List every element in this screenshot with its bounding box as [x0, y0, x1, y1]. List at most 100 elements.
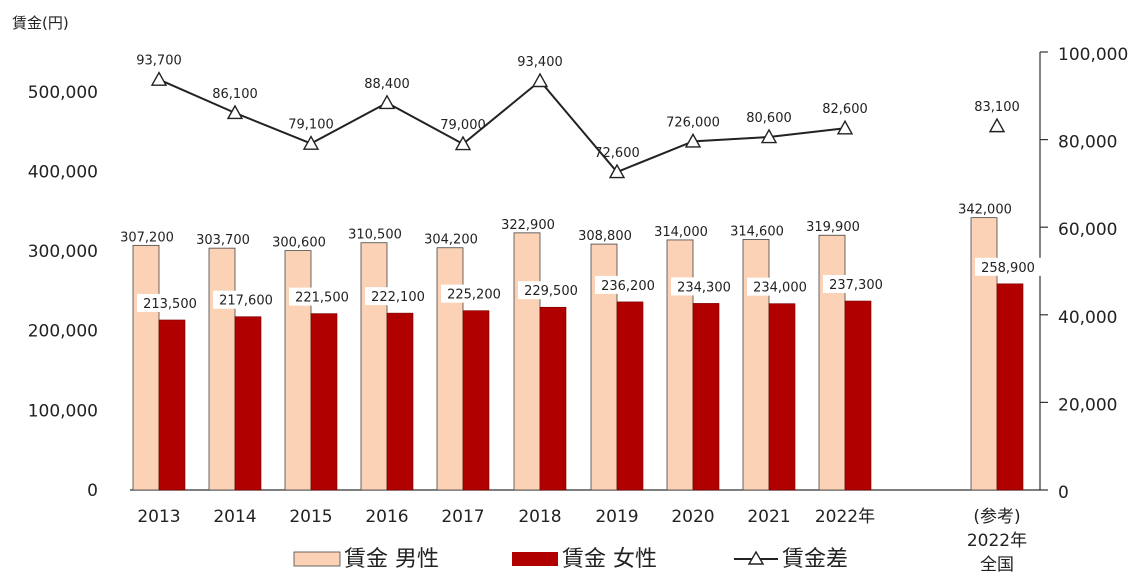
x-tick-label: 2021: [747, 507, 790, 527]
bar-female: [844, 300, 872, 491]
marker-diff: [302, 135, 320, 150]
x-tick-label: (参考) 2022年全国: [967, 507, 1027, 575]
x-tick-label: 2020: [671, 507, 714, 527]
data-label-female: 234,300: [677, 280, 731, 295]
data-label-male: 319,900: [806, 220, 860, 235]
bar-male: [742, 239, 770, 491]
bar-female: [462, 310, 490, 491]
data-label-male: 310,500: [348, 228, 402, 243]
data-label-male: 314,000: [654, 225, 708, 240]
y-right-tick-label: 0: [1058, 483, 1069, 503]
data-label-diff: 83,100: [974, 100, 1020, 115]
legend: 賃金 男性 賃金 女性 賃金差: [293, 547, 848, 572]
data-label-female: 258,900: [981, 261, 1035, 276]
x-tick-label-line: 2017: [441, 507, 484, 527]
x-tick-label-line: 2015: [289, 507, 332, 527]
marker-diff: [760, 128, 778, 144]
x-tick-label-line: 2022年: [815, 507, 875, 527]
x-tick-label-line: (参考): [973, 507, 1020, 527]
marker-diff: [378, 94, 396, 110]
data-label-male: 308,800: [578, 229, 632, 244]
bar-male: [208, 247, 236, 491]
data-label-female: 236,200: [601, 279, 655, 294]
legend-swatch-male: [293, 551, 341, 567]
data-label-diff: 93,700: [136, 54, 182, 69]
data-label-female-bg: [137, 293, 203, 312]
data-label-diff: 86,100: [212, 87, 258, 102]
series-line-diff: [158, 78, 846, 174]
y-right-tick-label: 60,000: [1058, 220, 1117, 240]
x-tick-label-line: 2013: [137, 507, 180, 527]
data-label-female-bg: [213, 290, 279, 309]
data-label-diff: 80,600: [746, 111, 792, 126]
bar-female: [310, 313, 338, 491]
x-tick-label-line: 2019: [595, 507, 638, 527]
data-label-female: 221,500: [295, 291, 349, 306]
data-label-female: 234,000: [753, 281, 807, 296]
x-tick-label: 2018: [518, 507, 561, 527]
y-left-tick-label: 0: [87, 481, 98, 501]
marker-diff: [531, 72, 549, 88]
data-label-diff: 72,600: [594, 146, 640, 161]
x-tick-label-line: 2022年: [967, 531, 1027, 551]
data-label-male: 322,900: [501, 218, 555, 233]
data-label-female: 217,600: [219, 294, 273, 309]
bar-male: [818, 234, 846, 491]
data-label-male: 342,000: [958, 203, 1012, 218]
bar-male: [513, 232, 541, 491]
data-label-male: 303,700: [196, 233, 250, 248]
y-left-tick-label: 200,000: [28, 322, 98, 342]
marker-diff: [988, 117, 1006, 133]
bar-male: [360, 242, 388, 491]
y-right-tick-label: 40,000: [1058, 308, 1117, 328]
bar-female: [386, 312, 414, 491]
x-tick-label: 2016: [365, 507, 408, 527]
legend-swatch-female: [512, 552, 558, 566]
y-right-tick-label: 100,000: [1058, 45, 1128, 65]
x-tick-label-line: 全国: [980, 555, 1014, 575]
data-label-diff: 82,600: [822, 102, 868, 117]
data-label-female: 222,100: [371, 290, 425, 305]
data-label-male: 314,600: [730, 224, 784, 239]
data-label-diff: 726,000: [666, 115, 720, 130]
data-label-female-bg: [823, 275, 889, 294]
data-label-male: 300,600: [272, 236, 326, 251]
data-label-female-bg: [289, 287, 355, 306]
bar-male: [132, 244, 160, 491]
x-tick-label: 2014: [213, 507, 256, 527]
marker-diff: [684, 132, 702, 148]
bar-female: [692, 303, 720, 491]
marker-diff: [608, 163, 626, 179]
marker-diff: [226, 104, 244, 120]
y-right-tick-label: 20,000: [1058, 395, 1117, 415]
x-tick-label-line: 2016: [365, 507, 408, 527]
x-tick-label: 2013: [137, 507, 180, 527]
marker-diff: [150, 71, 168, 86]
bar-female: [616, 301, 644, 491]
y-left-tick-label: 500,000: [28, 83, 98, 103]
data-label-female: 213,500: [143, 297, 197, 312]
legend-label-female: 賃金 女性: [562, 547, 657, 572]
data-label-female-bg: [975, 257, 1041, 276]
data-label-male: 304,200: [424, 233, 478, 248]
bar-female: [539, 306, 567, 491]
data-label-female-bg: [441, 284, 507, 303]
x-tick-label: 2017: [441, 507, 484, 527]
data-label-diff: 79,100: [288, 118, 334, 133]
bar-male: [284, 250, 312, 491]
legend-label-diff: 賃金差: [782, 547, 848, 572]
marker-diff: [836, 119, 854, 135]
y-axis-label: 賃金(円): [12, 14, 69, 32]
x-tick-label: 2015: [289, 507, 332, 527]
plot-area: 0 100,000 200,000 300,000 400,000 500,000 0 20,…: [28, 45, 1129, 575]
data-label-diff: 88,400: [364, 77, 410, 92]
data-label-female: 229,500: [524, 284, 578, 299]
data-label-female: 225,200: [447, 288, 501, 303]
legend-marker-diff: [747, 550, 765, 565]
y-left-tick-label: 100,000: [28, 401, 98, 421]
data-label-male: 307,200: [120, 230, 174, 245]
bar-female: [158, 319, 186, 491]
data-label-diff: 79,000: [440, 118, 486, 133]
x-tick-label: 2019: [595, 507, 638, 527]
